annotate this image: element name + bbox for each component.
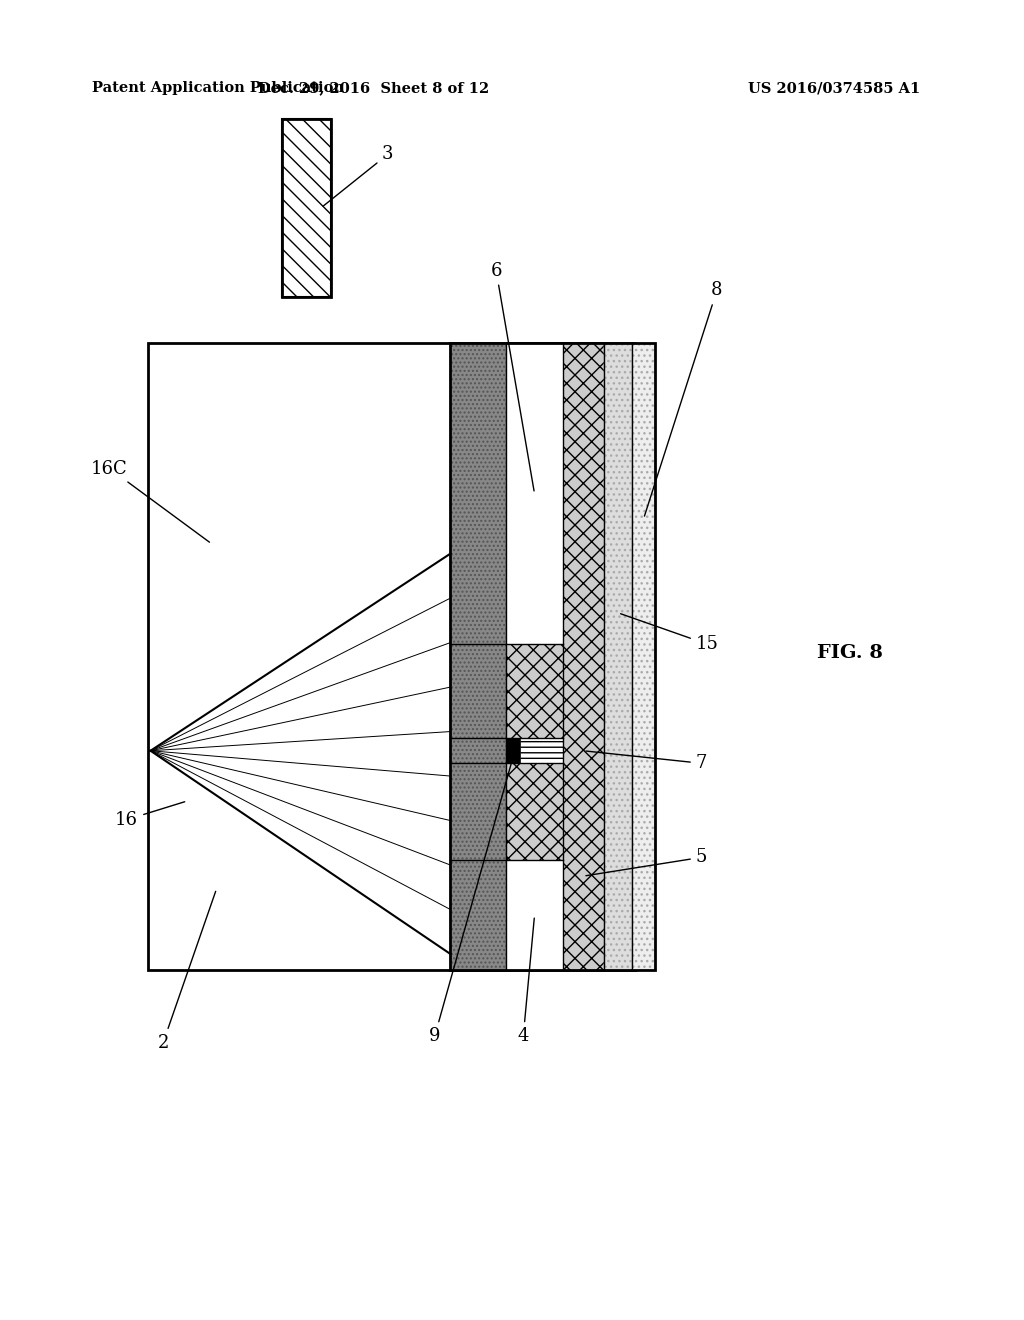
Bar <box>506 763 563 861</box>
Text: 4: 4 <box>517 919 535 1045</box>
Bar <box>282 119 331 297</box>
Bar <box>633 343 655 970</box>
Text: 9: 9 <box>429 754 514 1045</box>
Bar <box>520 738 563 763</box>
Bar <box>604 343 633 970</box>
Text: 16C: 16C <box>91 459 210 543</box>
Text: 3: 3 <box>324 145 393 206</box>
Text: 6: 6 <box>490 261 535 491</box>
Text: FIG. 8: FIG. 8 <box>817 644 883 663</box>
Text: 16: 16 <box>116 801 184 829</box>
Text: 7: 7 <box>586 751 708 772</box>
Bar <box>451 343 655 970</box>
Bar <box>451 343 506 970</box>
Bar <box>506 644 563 738</box>
Bar <box>282 119 331 297</box>
Text: 2: 2 <box>158 891 216 1052</box>
Text: Dec. 29, 2016  Sheet 8 of 12: Dec. 29, 2016 Sheet 8 of 12 <box>258 82 489 95</box>
Text: US 2016/0374585 A1: US 2016/0374585 A1 <box>748 82 920 95</box>
Text: 15: 15 <box>621 614 719 653</box>
Bar <box>506 343 563 644</box>
Bar <box>506 861 563 970</box>
Text: Patent Application Publication: Patent Application Publication <box>92 82 344 95</box>
Text: 8: 8 <box>644 281 723 516</box>
Text: 5: 5 <box>586 849 708 875</box>
Bar <box>506 738 520 763</box>
Bar <box>563 343 604 970</box>
Bar <box>148 343 635 970</box>
